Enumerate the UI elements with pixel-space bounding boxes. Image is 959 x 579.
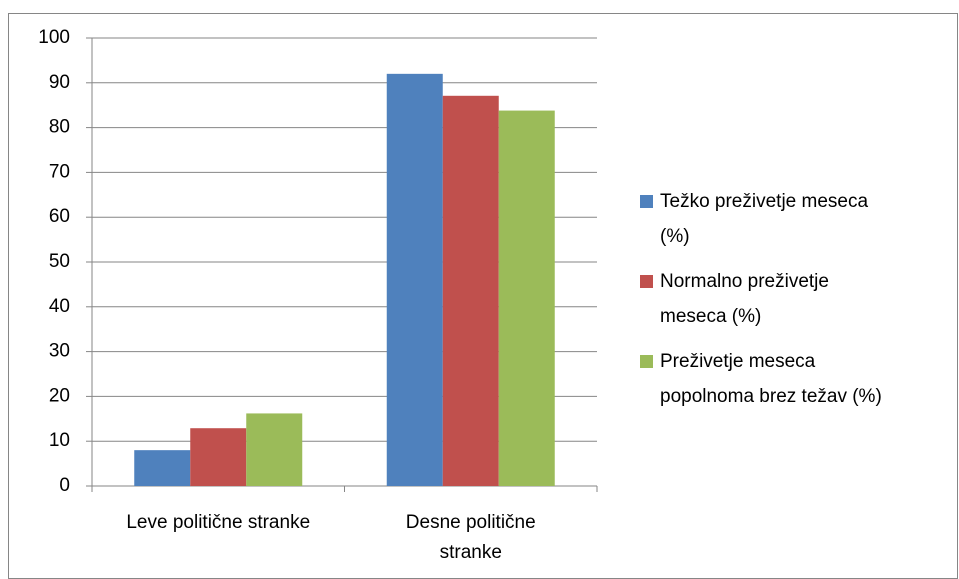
bar xyxy=(134,450,191,486)
legend-label: Težko preživetje meseca (%) xyxy=(660,191,869,247)
y-tick-label: 40 xyxy=(49,296,70,317)
bar xyxy=(190,428,247,486)
y-tick-label: 90 xyxy=(49,72,70,93)
y-tick-label: 50 xyxy=(49,251,70,272)
y-tick-label: 80 xyxy=(49,117,70,138)
y-tick-label: 70 xyxy=(49,161,70,182)
bar xyxy=(386,73,443,486)
x-tick-label: Leve politične stranke xyxy=(126,512,311,533)
y-tick-label: 60 xyxy=(49,206,70,227)
legend-swatch xyxy=(640,195,653,208)
legend-swatch xyxy=(640,275,653,288)
bar xyxy=(498,110,555,487)
x-tick-label: Desne politične stranke xyxy=(405,512,536,563)
y-tick-label: 20 xyxy=(49,385,70,406)
y-tick-label: 0 xyxy=(59,475,70,496)
legend-label: Preživetje meseca popolnoma brez težav (… xyxy=(660,351,882,407)
legend-swatch xyxy=(640,355,653,368)
y-tick-label: 100 xyxy=(38,27,70,48)
y-tick-label: 30 xyxy=(49,341,70,362)
y-tick-label: 10 xyxy=(49,430,70,451)
bar xyxy=(246,413,303,486)
bar xyxy=(442,95,499,487)
legend-label: Normalno preživetje meseca (%) xyxy=(660,271,829,327)
